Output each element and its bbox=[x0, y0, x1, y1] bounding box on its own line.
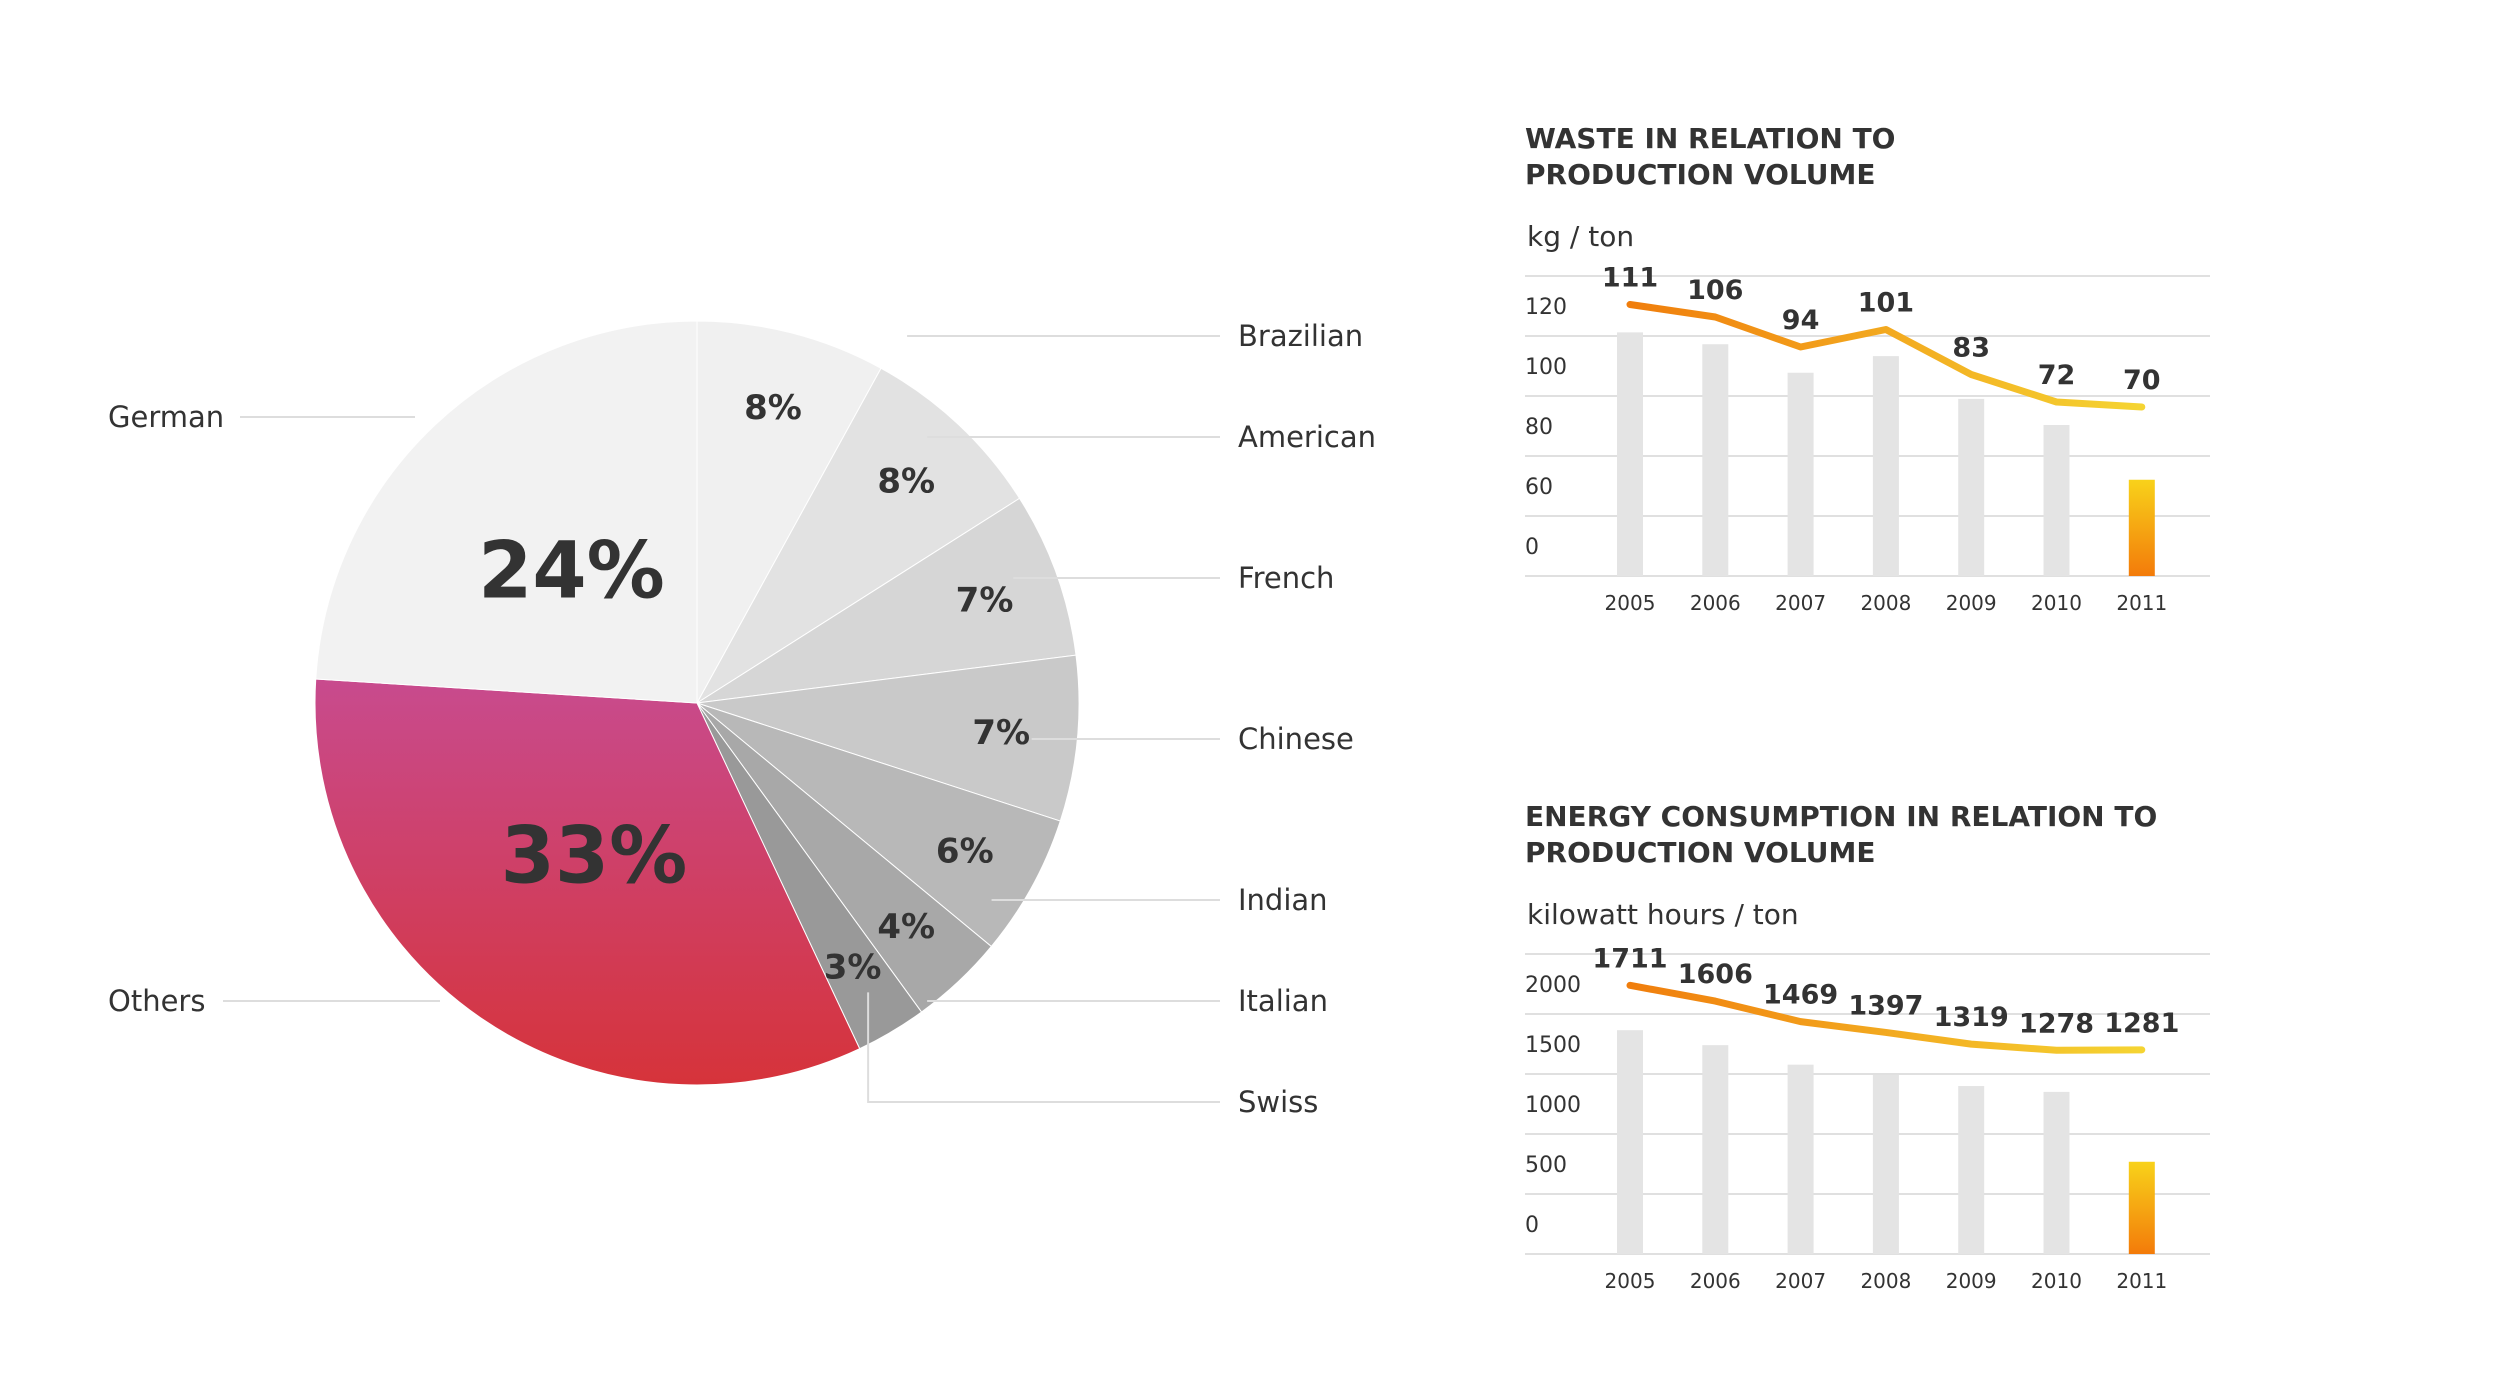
data-label: 106 bbox=[1687, 275, 1743, 306]
y-tick-label: 0 bbox=[1525, 535, 1539, 560]
pie-value-label-swiss: 3% bbox=[824, 947, 882, 987]
leader-line-swiss bbox=[867, 992, 1220, 1103]
x-tick-label: 2010 bbox=[2031, 1269, 2082, 1293]
data-label: 1711 bbox=[1592, 943, 1667, 974]
pie-slice-indian bbox=[696, 702, 1061, 948]
pie-legend-label-others: Others bbox=[108, 984, 205, 1018]
y-tick-label: 1000 bbox=[1525, 1093, 1581, 1118]
x-tick-label: 2009 bbox=[1946, 591, 1997, 615]
bar-highlight bbox=[2128, 479, 2155, 576]
pie-legend-label-brazilian: Brazilian bbox=[1238, 319, 1363, 353]
y-tick-label: 500 bbox=[1525, 1153, 1567, 1178]
pie-value-label-german: 24% bbox=[478, 526, 665, 616]
data-label: 83 bbox=[1952, 333, 1990, 364]
bar-highlight bbox=[2128, 1161, 2155, 1254]
data-label: 94 bbox=[1782, 305, 1820, 336]
pie-slice-german bbox=[315, 320, 698, 704]
y-tick-label: 1500 bbox=[1525, 1033, 1581, 1058]
x-tick-label: 2010 bbox=[2031, 591, 2082, 615]
y-tick-label: 2000 bbox=[1525, 973, 1581, 998]
data-label: 1606 bbox=[1678, 959, 1753, 990]
data-label: 1397 bbox=[1848, 990, 1923, 1021]
pie-chart: 8% Brazilian 8% American 7% French 7% Chinese 6%… bbox=[108, 319, 1376, 1119]
bar bbox=[1787, 1064, 1814, 1254]
chart-title-line: ENERGY CONSUMPTION IN RELATION TO bbox=[1525, 800, 2157, 833]
bar bbox=[1617, 332, 1643, 576]
data-label: 1281 bbox=[2104, 1008, 2179, 1039]
pie-value-label-italian: 4% bbox=[877, 907, 935, 947]
data-label: 72 bbox=[2038, 360, 2076, 391]
pie-value-label-chinese: 7% bbox=[972, 713, 1030, 753]
unit-label: kg / ton bbox=[1527, 220, 1634, 253]
y-tick-label: 60 bbox=[1525, 475, 1553, 500]
pie-value-label-brazilian: 8% bbox=[744, 388, 802, 428]
y-tick-label: 100 bbox=[1525, 355, 1567, 380]
bar bbox=[1617, 1030, 1643, 1254]
bar bbox=[1872, 1074, 1899, 1254]
data-label: 1319 bbox=[1934, 1002, 2009, 1033]
x-tick-label: 2005 bbox=[1605, 1269, 1656, 1293]
pie-slice-brazilian bbox=[696, 320, 882, 704]
x-tick-label: 2008 bbox=[1860, 1269, 1911, 1293]
data-label: 1278 bbox=[2019, 1008, 2094, 1039]
pie-legend-label-french: French bbox=[1238, 561, 1334, 595]
x-tick-label: 2011 bbox=[2116, 591, 2167, 615]
pie-legend-label-chinese: Chinese bbox=[1238, 722, 1354, 756]
x-tick-label: 2006 bbox=[1690, 1269, 1741, 1293]
bar bbox=[2043, 1091, 2070, 1254]
pie-slice-american bbox=[696, 367, 1021, 704]
chart-title-line: PRODUCTION VOLUME bbox=[1525, 836, 1875, 869]
trend-line bbox=[1626, 301, 2146, 411]
bar bbox=[1872, 356, 1899, 576]
x-tick-label: 2005 bbox=[1605, 591, 1656, 615]
pie-legend-label-italian: Italian bbox=[1238, 984, 1328, 1018]
trend-line bbox=[1626, 981, 2146, 1054]
y-tick-label: 80 bbox=[1525, 415, 1553, 440]
pie-slice-french bbox=[696, 497, 1077, 704]
pie-value-label-american: 8% bbox=[877, 461, 935, 501]
x-tick-label: 2008 bbox=[1860, 591, 1911, 615]
pie-legend-label-swiss: Swiss bbox=[1238, 1085, 1318, 1119]
pie-value-label-indian: 6% bbox=[936, 831, 994, 871]
pie-legend-label-german: German bbox=[108, 400, 224, 434]
data-label: 101 bbox=[1858, 288, 1914, 319]
x-tick-label: 2011 bbox=[2116, 1269, 2167, 1293]
bar bbox=[1958, 398, 1985, 576]
bar bbox=[1702, 344, 1729, 576]
bar bbox=[1787, 372, 1814, 576]
y-tick-label: 120 bbox=[1525, 295, 1567, 320]
energy-chart: ENERGY CONSUMPTION IN RELATION TOPRODUCT… bbox=[1525, 800, 2210, 1293]
pie-legend-label-indian: Indian bbox=[1238, 883, 1328, 917]
x-tick-label: 2007 bbox=[1775, 1269, 1826, 1293]
pie-legend-label-american: American bbox=[1238, 420, 1376, 454]
pie-slice-others bbox=[314, 678, 861, 1086]
x-tick-label: 2009 bbox=[1946, 1269, 1997, 1293]
pie-value-label-french: 7% bbox=[956, 581, 1014, 621]
data-label: 111 bbox=[1602, 263, 1658, 294]
pie-value-label-others: 33% bbox=[501, 812, 688, 902]
data-label: 70 bbox=[2123, 365, 2161, 396]
x-tick-label: 2006 bbox=[1690, 591, 1741, 615]
bar bbox=[2043, 425, 2070, 576]
bar bbox=[1702, 1045, 1729, 1254]
unit-label: kilowatt hours / ton bbox=[1527, 898, 1799, 931]
chart-title-line: WASTE IN RELATION TO bbox=[1525, 122, 1895, 155]
bar bbox=[1958, 1086, 1985, 1254]
chart-title-line: PRODUCTION VOLUME bbox=[1525, 158, 1875, 191]
y-tick-label: 0 bbox=[1525, 1213, 1539, 1238]
data-label: 1469 bbox=[1763, 980, 1838, 1011]
x-tick-label: 2007 bbox=[1775, 591, 1826, 615]
